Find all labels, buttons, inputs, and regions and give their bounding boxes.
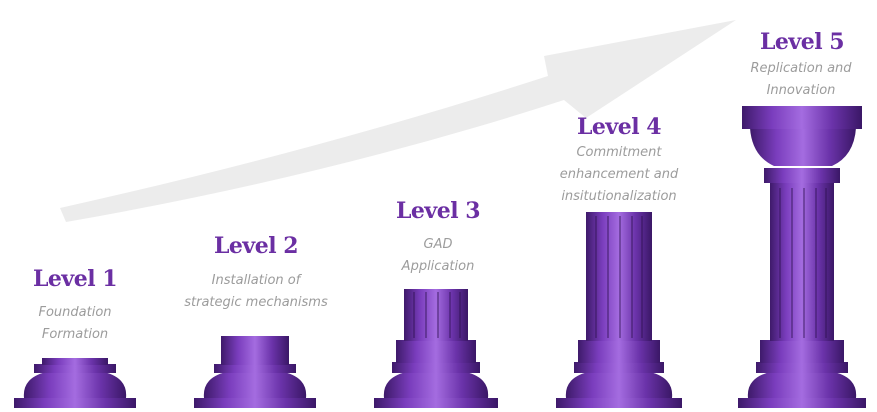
level-1-description-line: Foundation <box>38 305 112 320</box>
pillar-level-1 <box>14 358 136 408</box>
level-4-title: Level 4 <box>576 114 662 140</box>
level-5-description-line: Innovation <box>766 83 836 98</box>
level-3-description: GAD Application <box>368 234 508 278</box>
level-2-title: Level 2 <box>213 233 299 259</box>
level-1-title: Level 1 <box>32 266 118 292</box>
level-5-description: Replication and Innovation <box>726 58 876 102</box>
level-3-description-line: Application <box>401 259 475 274</box>
level-4-description-line: insitutionalization <box>561 189 677 204</box>
pillar-level-5 <box>738 106 866 408</box>
level-4-description-line: enhancement and <box>559 167 679 182</box>
level-3-description-line: GAD <box>423 237 453 252</box>
growth-arrow-shape <box>60 20 736 222</box>
level-1-description-line: Formation <box>41 327 109 342</box>
level-4-description: Commitment enhancement and insitutionali… <box>536 142 702 208</box>
pillar-level-4 <box>556 212 682 408</box>
level-5-description-line: Replication and <box>750 61 852 76</box>
level-1-description: Foundation Formation <box>0 302 150 346</box>
pillar-level-3 <box>374 289 498 408</box>
level-4-description-line: Commitment <box>576 145 662 160</box>
pillar-level-2 <box>194 336 316 408</box>
level-2-description: Installation of strategic mechanisms <box>160 270 352 314</box>
level-2-description-line: strategic mechanisms <box>184 295 328 310</box>
level-5-title: Level 5 <box>759 29 845 55</box>
level-3-title: Level 3 <box>395 198 481 224</box>
level-2-description-line: Installation of <box>211 273 301 288</box>
